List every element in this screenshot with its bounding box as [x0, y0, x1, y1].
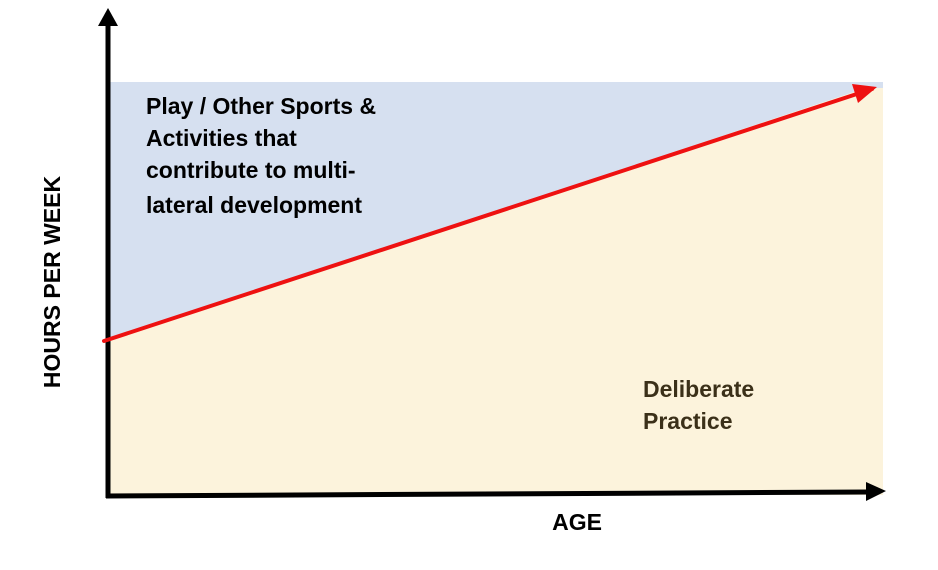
upper-region-label-line-2: Activities that: [146, 125, 297, 151]
lower-region-label: Deliberate Practice: [643, 376, 761, 434]
x-axis-arrowhead: [866, 482, 886, 501]
upper-region-label-line-3: contribute to multi-: [146, 157, 356, 183]
divider-arrow-line: [102, 87, 874, 343]
x-axis-line: [105, 489, 869, 499]
upper-region-label: Play / Other Sports & Activities that co…: [146, 93, 382, 218]
y-axis-label: HOURS PER WEEK: [39, 176, 65, 389]
lower-region-label-line-1: Deliberate: [643, 376, 754, 402]
lower-region-background: [110, 340, 883, 495]
upper-region-label-line-4: lateral development: [146, 192, 362, 218]
x-axis-label: AGE: [552, 509, 602, 535]
y-axis-arrowhead: [98, 8, 118, 26]
upper-region-label-line-1: Play / Other Sports &: [146, 93, 376, 119]
lower-region-label-line-2: Practice: [643, 408, 733, 434]
divider-arrowhead: [852, 84, 877, 103]
